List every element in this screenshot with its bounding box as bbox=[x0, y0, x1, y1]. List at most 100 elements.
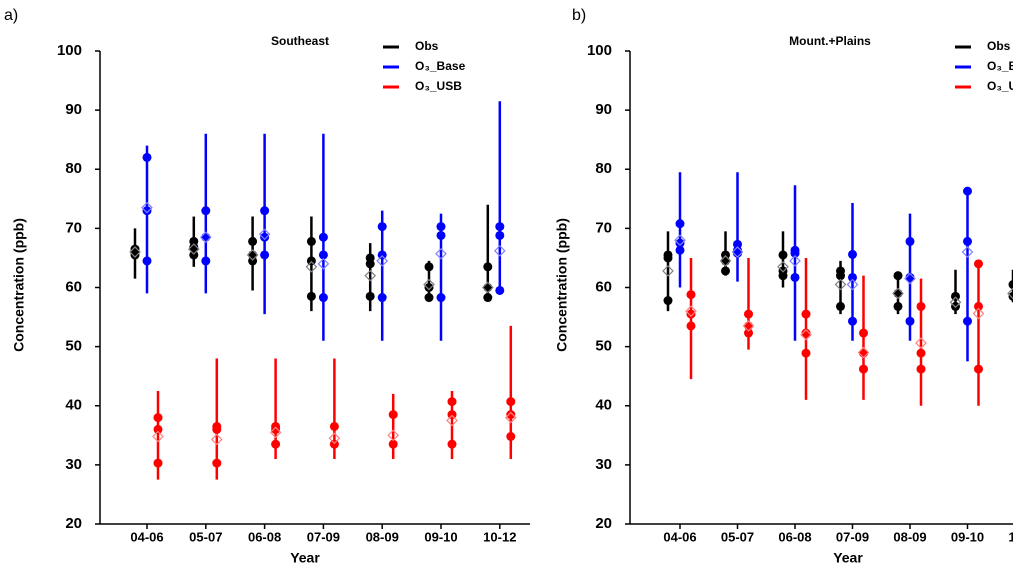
mean-marker bbox=[949, 296, 962, 309]
mean-marker bbox=[493, 244, 506, 257]
data-point bbox=[675, 238, 685, 248]
data-point bbox=[153, 413, 163, 423]
data-point bbox=[778, 271, 788, 281]
data-point bbox=[436, 293, 446, 303]
y-tick-label: 90 bbox=[65, 101, 82, 118]
data-point bbox=[893, 301, 903, 311]
data-point bbox=[306, 291, 316, 301]
data-point bbox=[974, 259, 983, 269]
mean-marker bbox=[800, 328, 812, 341]
data-point bbox=[365, 291, 375, 301]
y-tick-label: 30 bbox=[65, 456, 82, 473]
data-point bbox=[388, 410, 398, 420]
legend-label: Obs bbox=[987, 39, 1011, 53]
data-point bbox=[495, 285, 505, 295]
mean-marker bbox=[846, 278, 859, 291]
x-tick-label: 04-06 bbox=[663, 529, 696, 544]
data-point bbox=[905, 316, 915, 326]
x-tick-label: 06-08 bbox=[248, 529, 281, 544]
data-point bbox=[663, 296, 673, 306]
data-point bbox=[306, 256, 316, 266]
data-point bbox=[189, 242, 199, 252]
mean-marker bbox=[662, 265, 674, 277]
mean-marker bbox=[435, 247, 447, 260]
mean-marker bbox=[481, 281, 494, 294]
mean-marker bbox=[904, 272, 916, 285]
mean-marker bbox=[387, 429, 400, 442]
y-tick-label: 70 bbox=[65, 219, 82, 236]
legend-label: O₃_Base bbox=[987, 59, 1013, 73]
data-point bbox=[893, 288, 903, 298]
data-point bbox=[778, 250, 788, 260]
data-point bbox=[329, 421, 339, 431]
data-point bbox=[212, 458, 222, 468]
data-point bbox=[153, 458, 163, 468]
mean-marker bbox=[742, 320, 755, 332]
mean-marker bbox=[915, 337, 927, 349]
x-tick-label: 09-10 bbox=[424, 529, 457, 544]
y-tick-label: 20 bbox=[595, 515, 612, 532]
data-point bbox=[424, 262, 434, 272]
x-axis-label: Year bbox=[833, 550, 863, 566]
data-point bbox=[848, 272, 857, 282]
x-tick-label: 10-12 bbox=[1008, 529, 1013, 544]
data-point bbox=[377, 293, 387, 303]
y-tick-label: 50 bbox=[595, 338, 612, 355]
data-point bbox=[506, 397, 516, 407]
x-tick-label: 07-09 bbox=[307, 529, 340, 544]
data-point bbox=[142, 206, 152, 216]
mean-marker bbox=[719, 255, 732, 267]
data-point bbox=[271, 424, 281, 434]
data-point bbox=[790, 248, 800, 258]
data-point bbox=[506, 431, 516, 441]
chart-title: Mount.+Plains bbox=[789, 34, 871, 48]
data-point bbox=[916, 364, 926, 374]
data-point bbox=[859, 364, 868, 374]
mean-marker bbox=[141, 201, 153, 214]
data-point bbox=[388, 439, 398, 449]
data-point bbox=[424, 293, 434, 303]
mean-marker bbox=[210, 433, 223, 446]
y-tick-label: 100 bbox=[57, 42, 82, 59]
data-point bbox=[483, 262, 493, 272]
data-point bbox=[790, 272, 800, 282]
data-point bbox=[905, 236, 915, 246]
chart-title: Southeast bbox=[271, 34, 329, 48]
legend-label: Obs bbox=[415, 39, 439, 53]
data-point bbox=[248, 236, 258, 246]
mean-marker bbox=[199, 231, 212, 244]
data-point bbox=[142, 152, 152, 162]
data-point bbox=[801, 328, 811, 338]
y-tick-label: 70 bbox=[595, 219, 612, 236]
mean-marker bbox=[269, 426, 282, 439]
data-point bbox=[1008, 280, 1013, 290]
data-point bbox=[212, 424, 222, 434]
data-point bbox=[663, 253, 673, 263]
mean-marker bbox=[892, 287, 904, 300]
mean-marker bbox=[674, 234, 686, 247]
data-point bbox=[686, 290, 696, 300]
data-point bbox=[447, 397, 457, 407]
data-point bbox=[201, 206, 211, 216]
data-point bbox=[424, 283, 434, 292]
data-point bbox=[963, 236, 972, 246]
y-tick-label: 80 bbox=[65, 160, 82, 177]
mean-marker bbox=[446, 414, 458, 427]
y-tick-label: 100 bbox=[587, 42, 612, 59]
data-point bbox=[963, 186, 972, 196]
data-point bbox=[974, 301, 983, 311]
data-point bbox=[153, 424, 163, 434]
data-point bbox=[306, 236, 316, 246]
data-point bbox=[495, 230, 505, 240]
data-point bbox=[201, 256, 211, 266]
mean-marker bbox=[258, 228, 271, 241]
mean-marker bbox=[789, 255, 801, 267]
x-tick-label: 08-09 bbox=[366, 529, 399, 544]
data-point bbox=[848, 249, 857, 259]
data-point bbox=[963, 316, 972, 326]
data-point bbox=[318, 293, 328, 303]
data-point bbox=[318, 232, 328, 242]
data-point bbox=[675, 245, 685, 255]
x-tick-label: 04-06 bbox=[130, 529, 163, 544]
mean-marker bbox=[731, 246, 744, 258]
